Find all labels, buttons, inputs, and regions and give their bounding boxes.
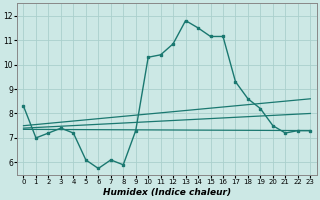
X-axis label: Humidex (Indice chaleur): Humidex (Indice chaleur) — [103, 188, 231, 197]
